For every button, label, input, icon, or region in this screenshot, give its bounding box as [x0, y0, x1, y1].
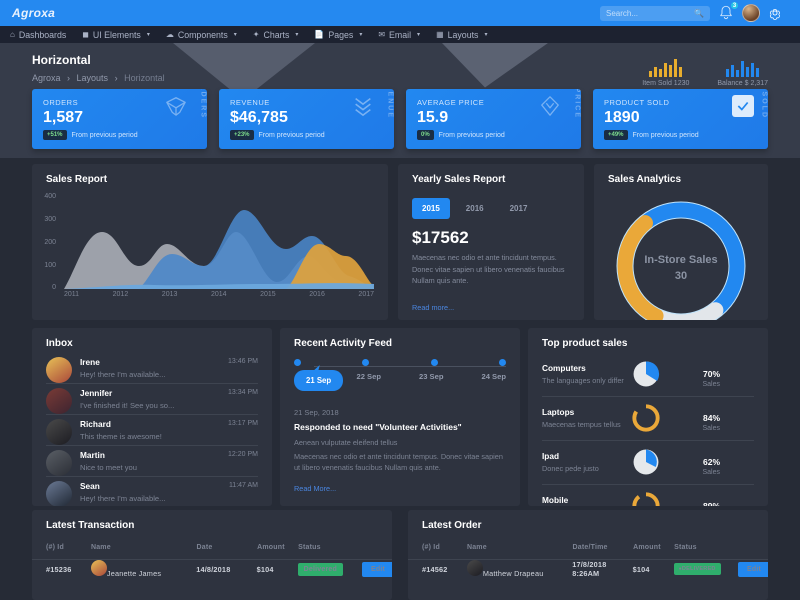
svg-text:100: 100	[44, 262, 56, 269]
svg-text:0: 0	[52, 284, 56, 291]
svg-text:400: 400	[44, 193, 56, 200]
svg-text:30: 30	[675, 270, 687, 282]
svg-text:200: 200	[44, 239, 56, 246]
svg-text:300: 300	[44, 216, 56, 223]
svg-text:In-Store Sales: In-Store Sales	[644, 254, 717, 266]
